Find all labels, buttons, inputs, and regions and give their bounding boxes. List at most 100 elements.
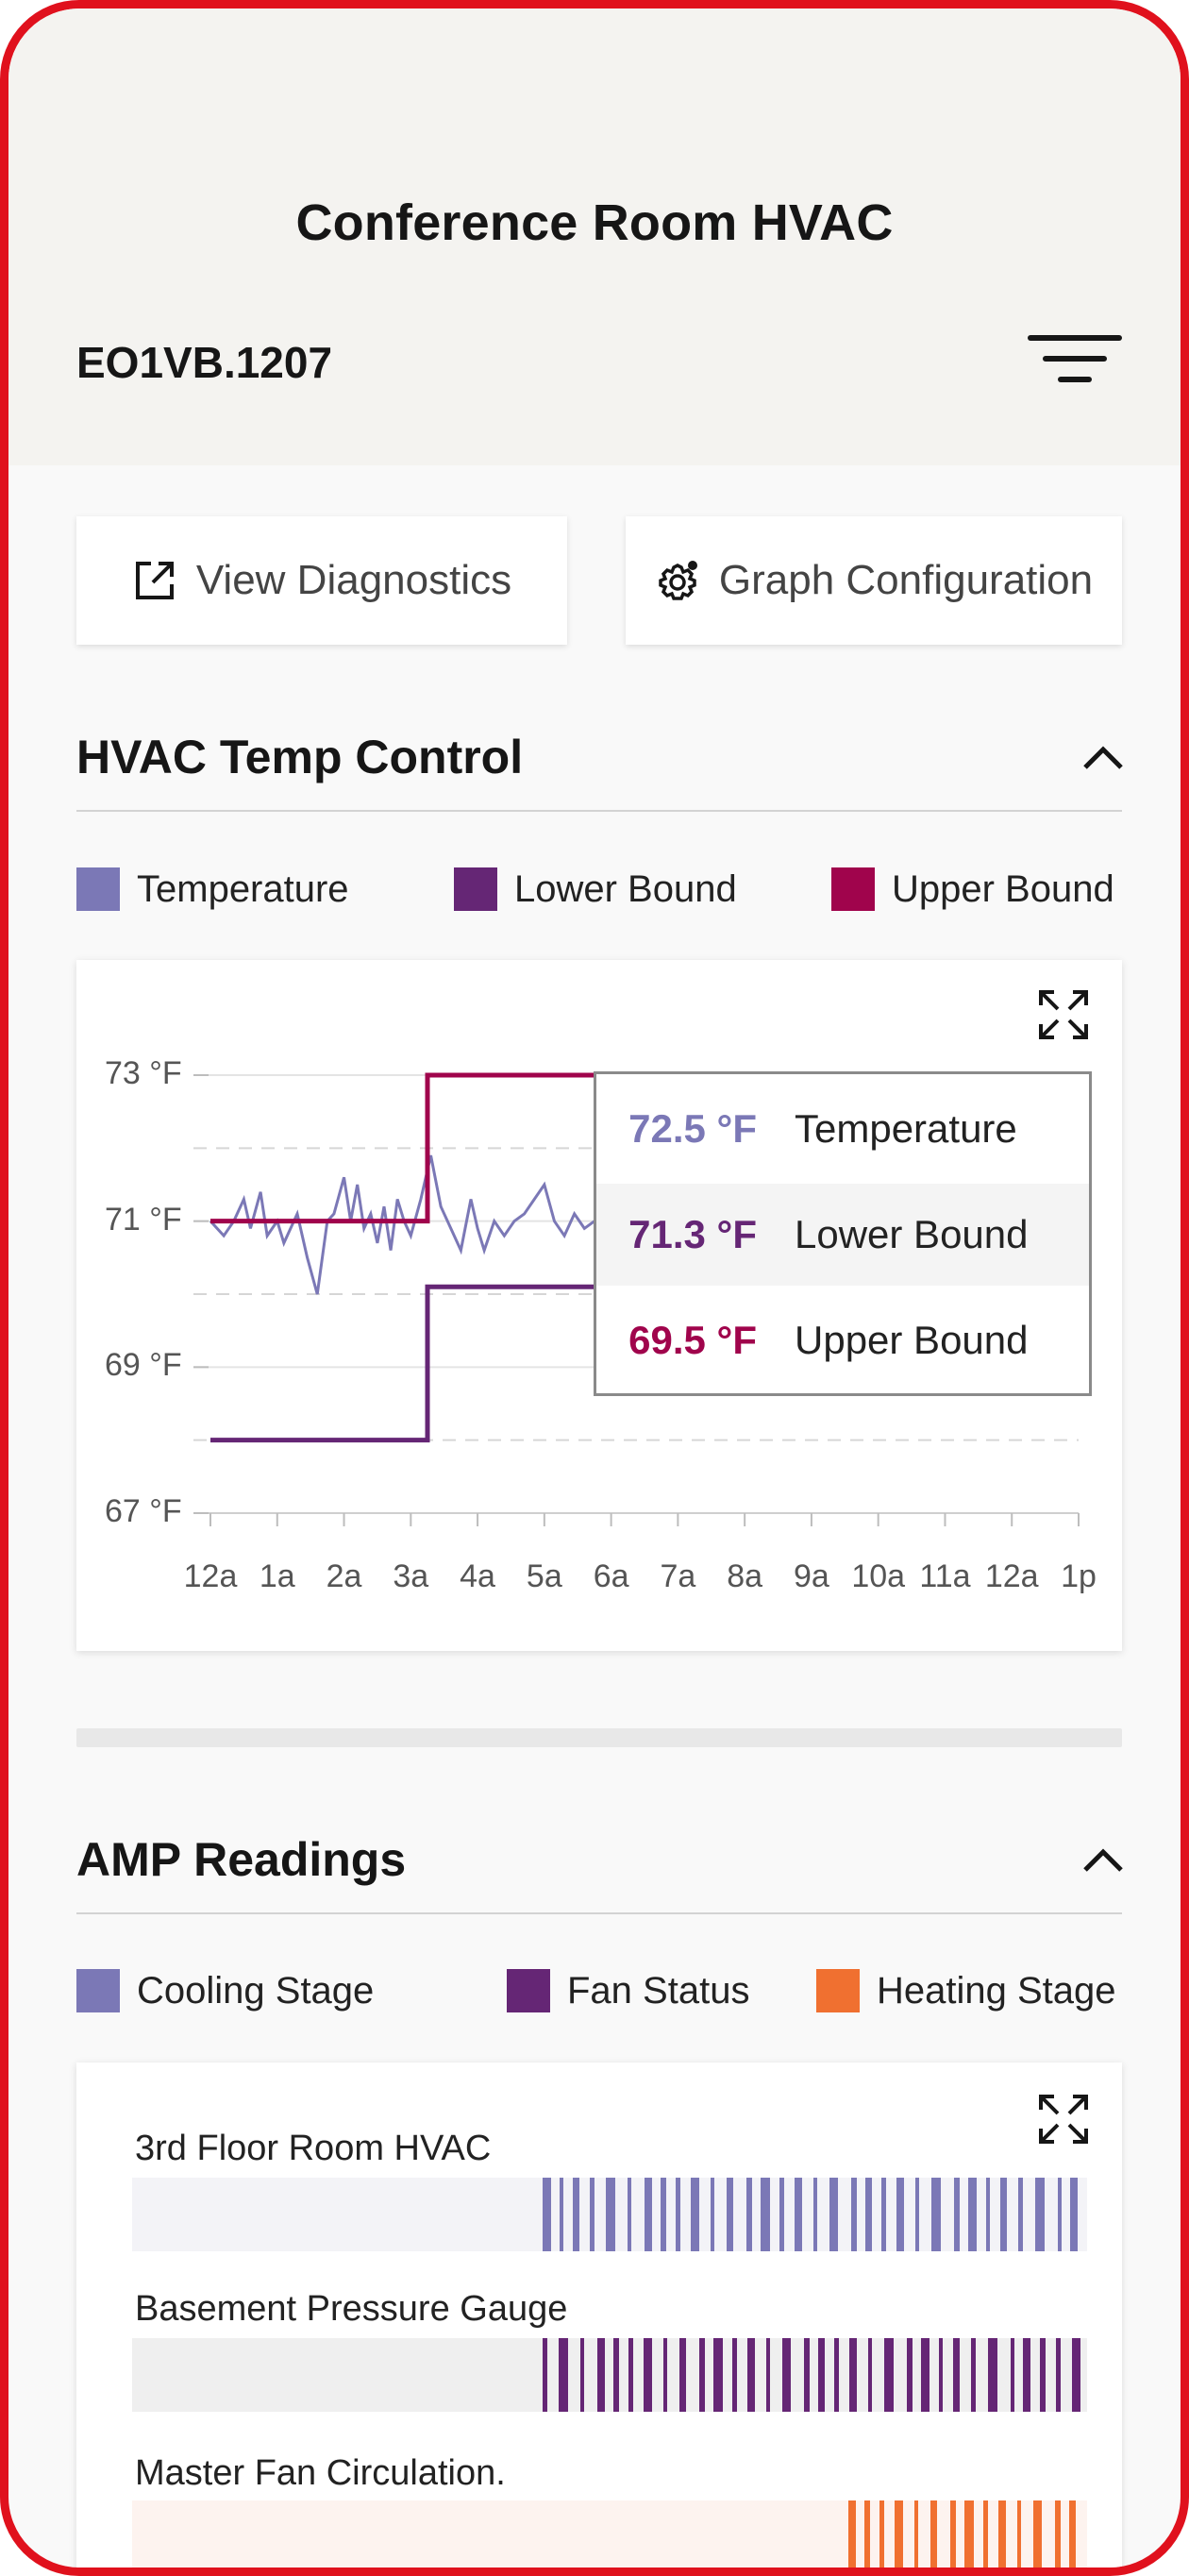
amp-bar xyxy=(849,2338,857,2412)
amp-bar xyxy=(848,2500,856,2568)
amp-bar xyxy=(676,2178,680,2251)
amp-bar xyxy=(881,2178,886,2251)
amp-bar xyxy=(782,2338,791,2412)
amp-bar xyxy=(746,2178,752,2251)
gear-icon xyxy=(655,558,700,603)
amp-row-track xyxy=(132,2500,1087,2568)
amp-row-label: 3rd Floor Room HVAC xyxy=(135,2129,492,2168)
legend-upper-bound: Upper Bound xyxy=(831,867,1114,911)
amp-bar xyxy=(1072,2338,1080,2412)
horizontal-scrollbar[interactable] xyxy=(76,1728,1122,1747)
amp-bar xyxy=(761,2178,770,2251)
y-tick-label: 73 °F xyxy=(105,1055,182,1091)
x-tick-label: 10a xyxy=(851,1558,906,1594)
amp-bar xyxy=(930,2500,937,2568)
amp-bar xyxy=(971,2338,976,2412)
tooltip-value: 69.5 °F xyxy=(628,1318,757,1362)
amp-bar xyxy=(766,2338,770,2412)
external-link-icon xyxy=(132,558,177,603)
amp-bar xyxy=(606,2178,615,2251)
legend-swatch xyxy=(831,867,875,911)
amp-row-label: Basement Pressure Gauge xyxy=(135,2289,568,2329)
page-title: Conference Room HVAC xyxy=(295,194,894,251)
legend-heating-stage: Heating Stage xyxy=(816,1969,1116,2012)
amp-bar xyxy=(829,2178,838,2251)
x-tick-label: 2a xyxy=(326,1558,362,1594)
graph-configuration-button[interactable]: Graph Configuration xyxy=(626,516,1122,645)
legend-label: Upper Bound xyxy=(892,867,1114,910)
y-tick-label: 67 °F xyxy=(105,1493,182,1529)
legend-cooling-stage: Cooling Stage xyxy=(76,1969,374,2012)
graph-configuration-label: Graph Configuration xyxy=(718,557,1094,603)
expand-icon xyxy=(1039,2095,1088,2144)
amp-bar xyxy=(747,2338,755,2412)
expand-hvac-chart-button[interactable] xyxy=(1037,988,1090,1041)
amp-bar xyxy=(813,2178,817,2251)
legend-swatch xyxy=(76,867,120,911)
amp-bar xyxy=(1033,2500,1042,2568)
tooltip-row-temperature: 72.5 °F Temperature xyxy=(596,1078,1089,1180)
filter-button[interactable] xyxy=(1028,328,1122,394)
amp-bar xyxy=(691,2178,699,2251)
amp-bar xyxy=(964,2500,974,2568)
x-tick-label: 9a xyxy=(794,1558,829,1594)
hvac-chart xyxy=(193,1072,1080,1526)
legend-label: Fan Status xyxy=(567,1969,750,2012)
hvac-section-title: HVAC Temp Control xyxy=(76,731,524,783)
amp-bar xyxy=(921,2338,929,2412)
chevron-up-icon xyxy=(1083,1848,1123,1872)
amp-bar xyxy=(1035,2178,1045,2251)
amp-bar xyxy=(559,2338,568,2412)
device-id: EO1VB.1207 xyxy=(76,338,333,387)
amp-bar xyxy=(884,2338,894,2412)
amp-bar xyxy=(711,2178,714,2251)
amp-bar xyxy=(864,2500,870,2568)
amp-bar xyxy=(986,2178,990,2251)
legend-swatch xyxy=(507,1969,550,2012)
amp-bar xyxy=(727,2178,733,2251)
expand-amp-chart-button[interactable] xyxy=(1037,2093,1090,2146)
amp-bar xyxy=(1000,2178,1007,2251)
legend-label: Heating Stage xyxy=(877,1969,1116,2012)
hvac-divider xyxy=(76,810,1122,812)
amp-bar xyxy=(1058,2178,1062,2251)
tooltip-label: Upper Bound xyxy=(795,1318,1029,1362)
amp-bar xyxy=(1056,2338,1061,2412)
amp-bar xyxy=(628,2178,631,2251)
amp-bar xyxy=(613,2338,619,2412)
amp-bar xyxy=(628,2338,633,2412)
amp-bar xyxy=(907,2338,913,2412)
amp-row-track xyxy=(132,2338,1087,2412)
amp-bar xyxy=(950,2500,956,2568)
amp-bar xyxy=(834,2338,839,2412)
series-line-upper-bound xyxy=(210,1072,594,1224)
amp-bar xyxy=(732,2338,737,2412)
tooltip-row-upper-bound: 69.5 °F Upper Bound xyxy=(596,1289,1089,1391)
y-tick-label: 71 °F xyxy=(105,1201,182,1237)
legend-temperature: Temperature xyxy=(76,867,349,911)
amp-bar xyxy=(597,2338,605,2412)
amp-bar xyxy=(914,2500,918,2568)
tooltip-label: Lower Bound xyxy=(795,1212,1029,1256)
x-tick-label: 3a xyxy=(393,1558,429,1594)
legend-label: Lower Bound xyxy=(514,867,737,910)
amp-bar xyxy=(953,2338,960,2412)
view-diagnostics-button[interactable]: View Diagnostics xyxy=(76,516,567,645)
amp-bar xyxy=(1018,2178,1023,2251)
amp-bar xyxy=(560,2178,563,2251)
x-tick-label: 1a xyxy=(259,1558,295,1594)
y-tick-label: 69 °F xyxy=(105,1347,182,1384)
amp-bar xyxy=(998,2500,1006,2568)
amp-bar xyxy=(543,2178,551,2251)
tooltip-label: Temperature xyxy=(795,1106,1017,1151)
collapse-hvac-button[interactable] xyxy=(1080,739,1127,777)
x-tick-label: 4a xyxy=(460,1558,495,1594)
amp-bar xyxy=(645,2178,652,2251)
amp-bar xyxy=(1011,2338,1014,2412)
chevron-up-icon xyxy=(1083,746,1123,769)
tooltip-row-lower-bound: 71.3 °F Lower Bound xyxy=(596,1184,1089,1286)
amp-bar xyxy=(573,2178,579,2251)
collapse-amp-button[interactable] xyxy=(1080,1842,1127,1879)
amp-bar xyxy=(1040,2338,1046,2412)
